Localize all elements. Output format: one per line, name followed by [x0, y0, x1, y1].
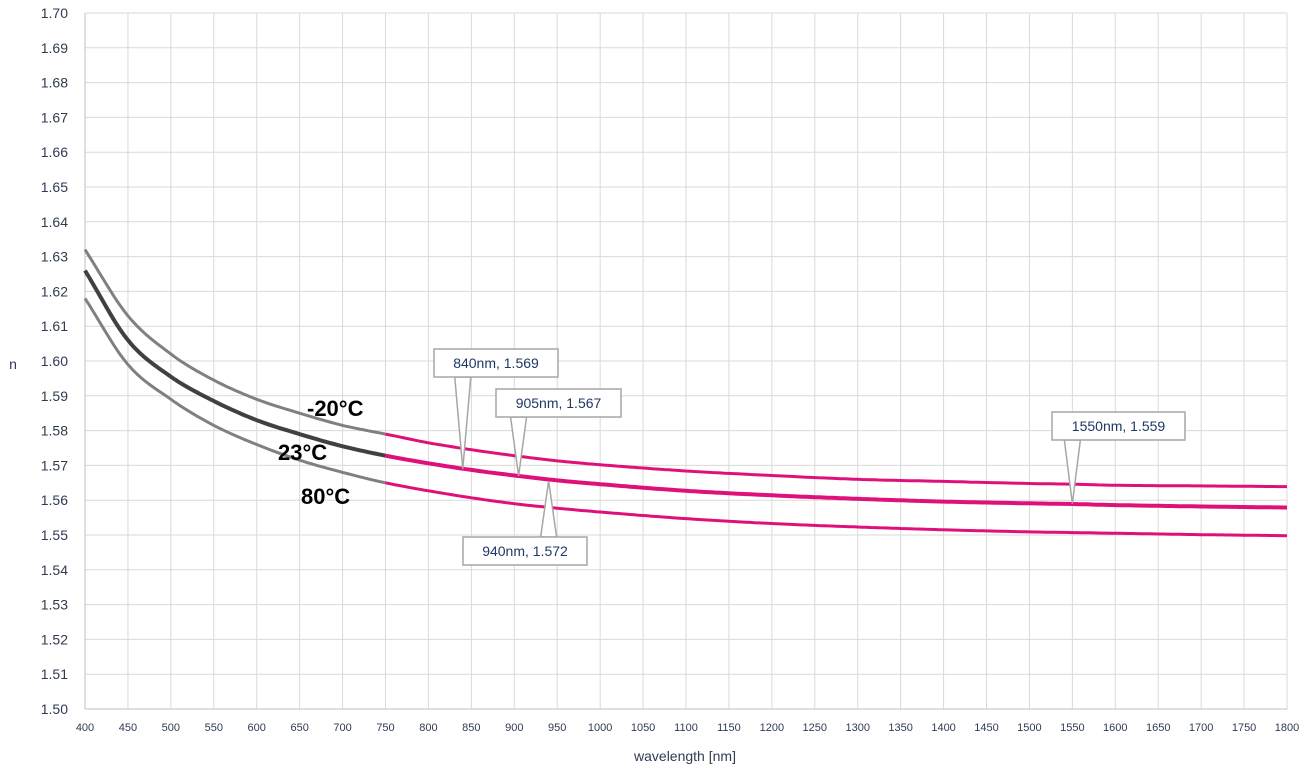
y-tick-label: 1.69 — [41, 40, 68, 56]
x-tick-label: 1600 — [1103, 722, 1127, 734]
x-tick-label: 1450 — [974, 722, 998, 734]
callout-pointer — [453, 376, 472, 469]
y-tick-label: 1.61 — [41, 318, 68, 334]
x-tick-label: 1000 — [588, 722, 612, 734]
x-tick-label: 1400 — [931, 722, 955, 734]
series-line-23-nir — [385, 453, 1287, 510]
y-tick-label: 1.55 — [41, 527, 68, 543]
callout-box — [433, 348, 559, 378]
series-line-80-nir — [385, 481, 1288, 538]
y-tick-label: 1.51 — [41, 666, 68, 682]
callout: 840nm, 1.569 — [433, 348, 559, 469]
x-tick-label: 400 — [76, 722, 94, 734]
x-tick-label: 750 — [376, 722, 394, 734]
callout-text: 905nm, 1.567 — [516, 395, 602, 411]
y-tick-label: 1.59 — [41, 388, 68, 404]
series-line-minus20-visible — [83, 248, 386, 436]
y-axis-label: n — [9, 356, 17, 372]
callout-text: 940nm, 1.572 — [482, 543, 568, 559]
y-tick-label: 1.52 — [41, 631, 68, 647]
y-tick-label: 1.63 — [41, 249, 68, 265]
y-tick-label: 1.57 — [41, 457, 68, 473]
y-tick-label: 1.68 — [41, 75, 68, 91]
callout-box — [462, 536, 588, 566]
x-tick-label: 1300 — [845, 722, 869, 734]
x-tick-label: 1700 — [1189, 722, 1213, 734]
grid — [84, 12, 1288, 710]
y-tick-label: 1.60 — [41, 353, 68, 369]
x-tick-label: 800 — [419, 722, 437, 734]
y-tick-label: 1.62 — [41, 283, 68, 299]
x-tick-label: 500 — [162, 722, 180, 734]
x-tick-label: 650 — [290, 722, 308, 734]
y-tick-label: 1.53 — [41, 597, 68, 613]
callout-text: 1550nm, 1.559 — [1072, 418, 1166, 434]
y-tick-label: 1.58 — [41, 423, 68, 439]
x-tick-label: 1100 — [674, 722, 698, 734]
x-tick-label: 600 — [248, 722, 266, 734]
callout-box — [495, 388, 622, 418]
x-tick-label: 1500 — [1017, 722, 1041, 734]
x-tick-label: 950 — [548, 722, 566, 734]
callout-pointer — [509, 416, 528, 476]
callout-box — [1051, 411, 1186, 441]
y-tick-labels: 1.50 1.51 1.52 1.53 1.54 1.55 1.56 1.57 1.58 1.59… — [41, 5, 68, 717]
x-tick-label: 1250 — [803, 722, 827, 734]
x-tick-label: 1800 — [1275, 722, 1299, 734]
callout: 1550nm, 1.559 — [1051, 411, 1186, 504]
y-tick-label: 1.56 — [41, 492, 68, 508]
y-tick-label: 1.54 — [41, 562, 68, 578]
series-line-23-visible — [83, 269, 386, 458]
x-tick-label: 1200 — [760, 722, 784, 734]
x-tick-label: 850 — [462, 722, 480, 734]
x-tick-label: 1550 — [1060, 722, 1084, 734]
y-tick-label: 1.70 — [41, 5, 68, 21]
series-label-80: 80°C — [301, 484, 350, 509]
callout: 905nm, 1.567 — [495, 388, 622, 476]
y-tick-label: 1.50 — [41, 701, 68, 717]
x-tick-label: 1350 — [888, 722, 912, 734]
y-tick-label: 1.66 — [41, 144, 68, 160]
x-tick-label: 450 — [119, 722, 137, 734]
series-line-80-visible — [83, 297, 386, 485]
x-tick-label: 1750 — [1232, 722, 1256, 734]
y-tick-label: 1.64 — [41, 214, 68, 230]
x-tick-labels: 400 450 500 550 600 650 700 750 800 850 900 950 1000… — [76, 722, 1299, 734]
y-tick-label: 1.65 — [41, 179, 68, 195]
series-label-23: 23°C — [278, 440, 327, 465]
x-tick-label: 700 — [333, 722, 351, 734]
callout-pointer — [1063, 439, 1082, 504]
x-tick-label: 1150 — [717, 722, 741, 734]
series-line-minus20-nir — [385, 432, 1287, 489]
series-lines — [83, 248, 1288, 538]
callout: 940nm, 1.572 — [462, 480, 588, 566]
x-tick-label: 900 — [505, 722, 523, 734]
x-tick-label: 1650 — [1146, 722, 1170, 734]
callouts: 840nm, 1.569 905nm, 1.567 940nm, 1.572 1550… — [433, 348, 1186, 566]
x-tick-label: 1050 — [631, 722, 655, 734]
y-tick-label: 1.67 — [41, 109, 68, 125]
callout-text: 840nm, 1.569 — [453, 355, 539, 371]
x-axis-label: wavelength [nm] — [633, 748, 736, 764]
x-tick-label: 550 — [205, 722, 223, 734]
series-label-minus20: -20°C — [307, 396, 364, 421]
axes — [84, 13, 1287, 710]
